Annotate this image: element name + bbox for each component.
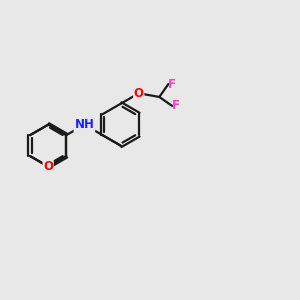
Text: O: O <box>134 87 144 100</box>
Text: F: F <box>168 78 176 91</box>
Text: NH: NH <box>74 118 94 131</box>
Text: F: F <box>172 99 179 112</box>
Text: O: O <box>43 160 53 173</box>
